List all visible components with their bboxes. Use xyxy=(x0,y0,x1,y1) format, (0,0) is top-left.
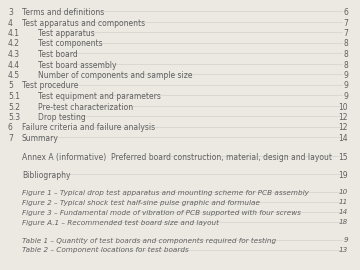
Text: 19: 19 xyxy=(338,171,348,180)
Text: Test components: Test components xyxy=(38,39,103,49)
Text: Test board: Test board xyxy=(38,50,78,59)
Text: Test apparatus and components: Test apparatus and components xyxy=(22,19,145,28)
Text: 4: 4 xyxy=(8,19,13,28)
Text: 8: 8 xyxy=(343,50,348,59)
Text: 6: 6 xyxy=(8,123,13,133)
Text: Test apparatus: Test apparatus xyxy=(38,29,95,38)
Text: Summary: Summary xyxy=(22,134,59,143)
Text: Table 1 – Quantity of test boards and components required for testing: Table 1 – Quantity of test boards and co… xyxy=(22,237,276,244)
Text: 9: 9 xyxy=(343,71,348,80)
Text: Figure 3 – Fundamental mode of vibration of PCB supported with four screws: Figure 3 – Fundamental mode of vibration… xyxy=(22,210,301,215)
Text: 14: 14 xyxy=(338,134,348,143)
Text: 3: 3 xyxy=(8,8,13,17)
Text: 8: 8 xyxy=(343,39,348,49)
Text: 5.2: 5.2 xyxy=(8,103,20,112)
Text: Test procedure: Test procedure xyxy=(22,82,78,90)
Text: Table 2 – Component locations for test boards: Table 2 – Component locations for test b… xyxy=(22,247,189,254)
Text: 12: 12 xyxy=(338,123,348,133)
Text: 11: 11 xyxy=(339,200,348,205)
Text: 5.3: 5.3 xyxy=(8,113,20,122)
Text: 4.1: 4.1 xyxy=(8,29,20,38)
Text: Drop testing: Drop testing xyxy=(38,113,86,122)
Text: Figure 2 – Typical shock test half-sine pulse graphic and formulae: Figure 2 – Typical shock test half-sine … xyxy=(22,200,260,205)
Text: 7: 7 xyxy=(343,29,348,38)
Text: Failure criteria and failure analysis: Failure criteria and failure analysis xyxy=(22,123,155,133)
Text: 10: 10 xyxy=(338,103,348,112)
Text: Figure A.1 – Recommended test board size and layout: Figure A.1 – Recommended test board size… xyxy=(22,220,219,225)
Text: 14: 14 xyxy=(339,210,348,215)
Text: Pre-test characterization: Pre-test characterization xyxy=(38,103,133,112)
Text: 5.1: 5.1 xyxy=(8,92,20,101)
Text: 4.3: 4.3 xyxy=(8,50,20,59)
Text: Test board assembly: Test board assembly xyxy=(38,60,117,69)
Text: 8: 8 xyxy=(343,60,348,69)
Text: 15: 15 xyxy=(338,153,348,161)
Text: Number of components and sample size: Number of components and sample size xyxy=(38,71,193,80)
Text: 9: 9 xyxy=(343,92,348,101)
Text: 12: 12 xyxy=(338,113,348,122)
Text: 9: 9 xyxy=(343,237,348,243)
Text: 4.4: 4.4 xyxy=(8,60,20,69)
Text: 18: 18 xyxy=(339,220,348,225)
Text: 4.2: 4.2 xyxy=(8,39,20,49)
Text: 7: 7 xyxy=(8,134,13,143)
Text: 9: 9 xyxy=(343,82,348,90)
Text: Test equipment and parameters: Test equipment and parameters xyxy=(38,92,161,101)
Text: 13: 13 xyxy=(339,247,348,253)
Text: 6: 6 xyxy=(343,8,348,17)
Text: Annex A (informative)  Preferred board construction, material, design and layout: Annex A (informative) Preferred board co… xyxy=(22,153,332,161)
Text: 4.5: 4.5 xyxy=(8,71,20,80)
Text: Bibliography: Bibliography xyxy=(22,171,71,180)
Text: Terms and definitions: Terms and definitions xyxy=(22,8,104,17)
Text: Figure 1 – Typical drop test apparatus and mounting scheme for PCB assembly: Figure 1 – Typical drop test apparatus a… xyxy=(22,190,309,195)
Text: 7: 7 xyxy=(343,19,348,28)
Text: 10: 10 xyxy=(339,190,348,195)
Text: 5: 5 xyxy=(8,82,13,90)
